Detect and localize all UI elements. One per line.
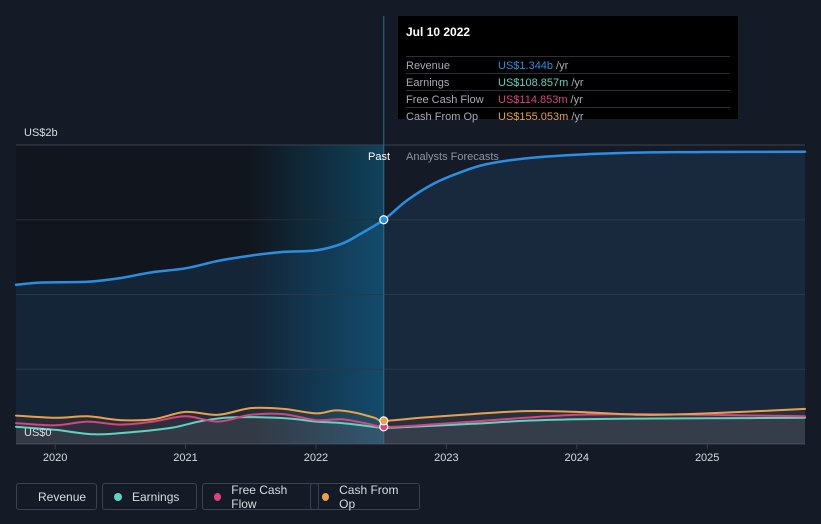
cash-from-op-line <box>15 406 806 422</box>
y-axis-label-bottom: US$0 <box>24 427 52 439</box>
series-lines <box>14 150 807 436</box>
legend-label: Cash From Op <box>339 482 399 511</box>
tooltip-row-cash-from-op: Cash From Op US$155.053m/yr <box>406 107 730 123</box>
y-axis-label-top: US$2b <box>24 127 58 139</box>
revenue-line <box>14 150 807 287</box>
tooltip: Jul 10 2022 Revenue US$1.344b/yr Earning… <box>398 16 738 123</box>
tooltip-label: Revenue <box>406 60 451 72</box>
earnings-area <box>16 417 805 444</box>
free-cash-flow-line <box>15 412 806 428</box>
revenue-marker <box>379 215 389 225</box>
tooltip-value: US$114.853m/yr <box>498 94 583 106</box>
x-tick-label: 2020 <box>43 452 67 464</box>
legend-item-free-cash-flow[interactable]: Free Cash Flow <box>202 482 319 511</box>
past-label: Past <box>368 151 390 163</box>
tooltip-row-free-cash-flow: Free Cash Flow US$114.853m/yr <box>406 90 730 108</box>
forecast-label: Analysts Forecasts <box>406 151 499 163</box>
cash-from-op-dot-icon <box>322 492 330 501</box>
series-areas <box>16 151 805 444</box>
x-tick-label: 2023 <box>434 452 458 464</box>
legend-label: Earnings <box>132 489 180 504</box>
x-tick-label: 2024 <box>565 452 589 464</box>
tooltip-markers <box>379 215 389 432</box>
revenue-area <box>16 151 805 444</box>
tooltip-value: US$155.053m/yr <box>498 111 584 123</box>
gridlines <box>16 144 805 445</box>
legend-item-revenue[interactable]: Revenue <box>16 483 97 510</box>
legend-label: Revenue <box>38 489 87 504</box>
cash-from-op-marker <box>379 416 389 426</box>
tooltip-row-revenue: Revenue US$1.344b/yr <box>406 56 730 74</box>
free-cash-flow-dot-icon <box>214 492 222 501</box>
free-cash-flow-area <box>16 413 805 444</box>
tooltip-value: US$1.344b/yr <box>498 60 569 72</box>
x-axis: 2020 2021 2022 2023 2024 2025 <box>43 444 719 464</box>
x-tick-label: 2025 <box>695 452 719 464</box>
tooltip-label: Free Cash Flow <box>406 94 484 106</box>
x-tick-label: 2021 <box>173 452 197 464</box>
tooltip-date: Jul 10 2022 <box>406 25 471 39</box>
earnings-dot-icon <box>114 492 122 501</box>
legend-item-earnings[interactable]: Earnings <box>102 483 197 510</box>
tooltip-label: Earnings <box>406 77 450 89</box>
earnings-line <box>15 416 806 436</box>
tooltip-row-earnings: Earnings US$108.857m/yr <box>406 73 730 91</box>
x-tick-label: 2022 <box>304 452 328 464</box>
tooltip-label: Cash From Op <box>406 111 479 123</box>
legend-item-cash-from-op[interactable]: Cash From Op <box>310 482 420 511</box>
legend-label: Free Cash Flow <box>231 482 288 511</box>
tooltip-value: US$108.857m/yr <box>498 77 584 89</box>
